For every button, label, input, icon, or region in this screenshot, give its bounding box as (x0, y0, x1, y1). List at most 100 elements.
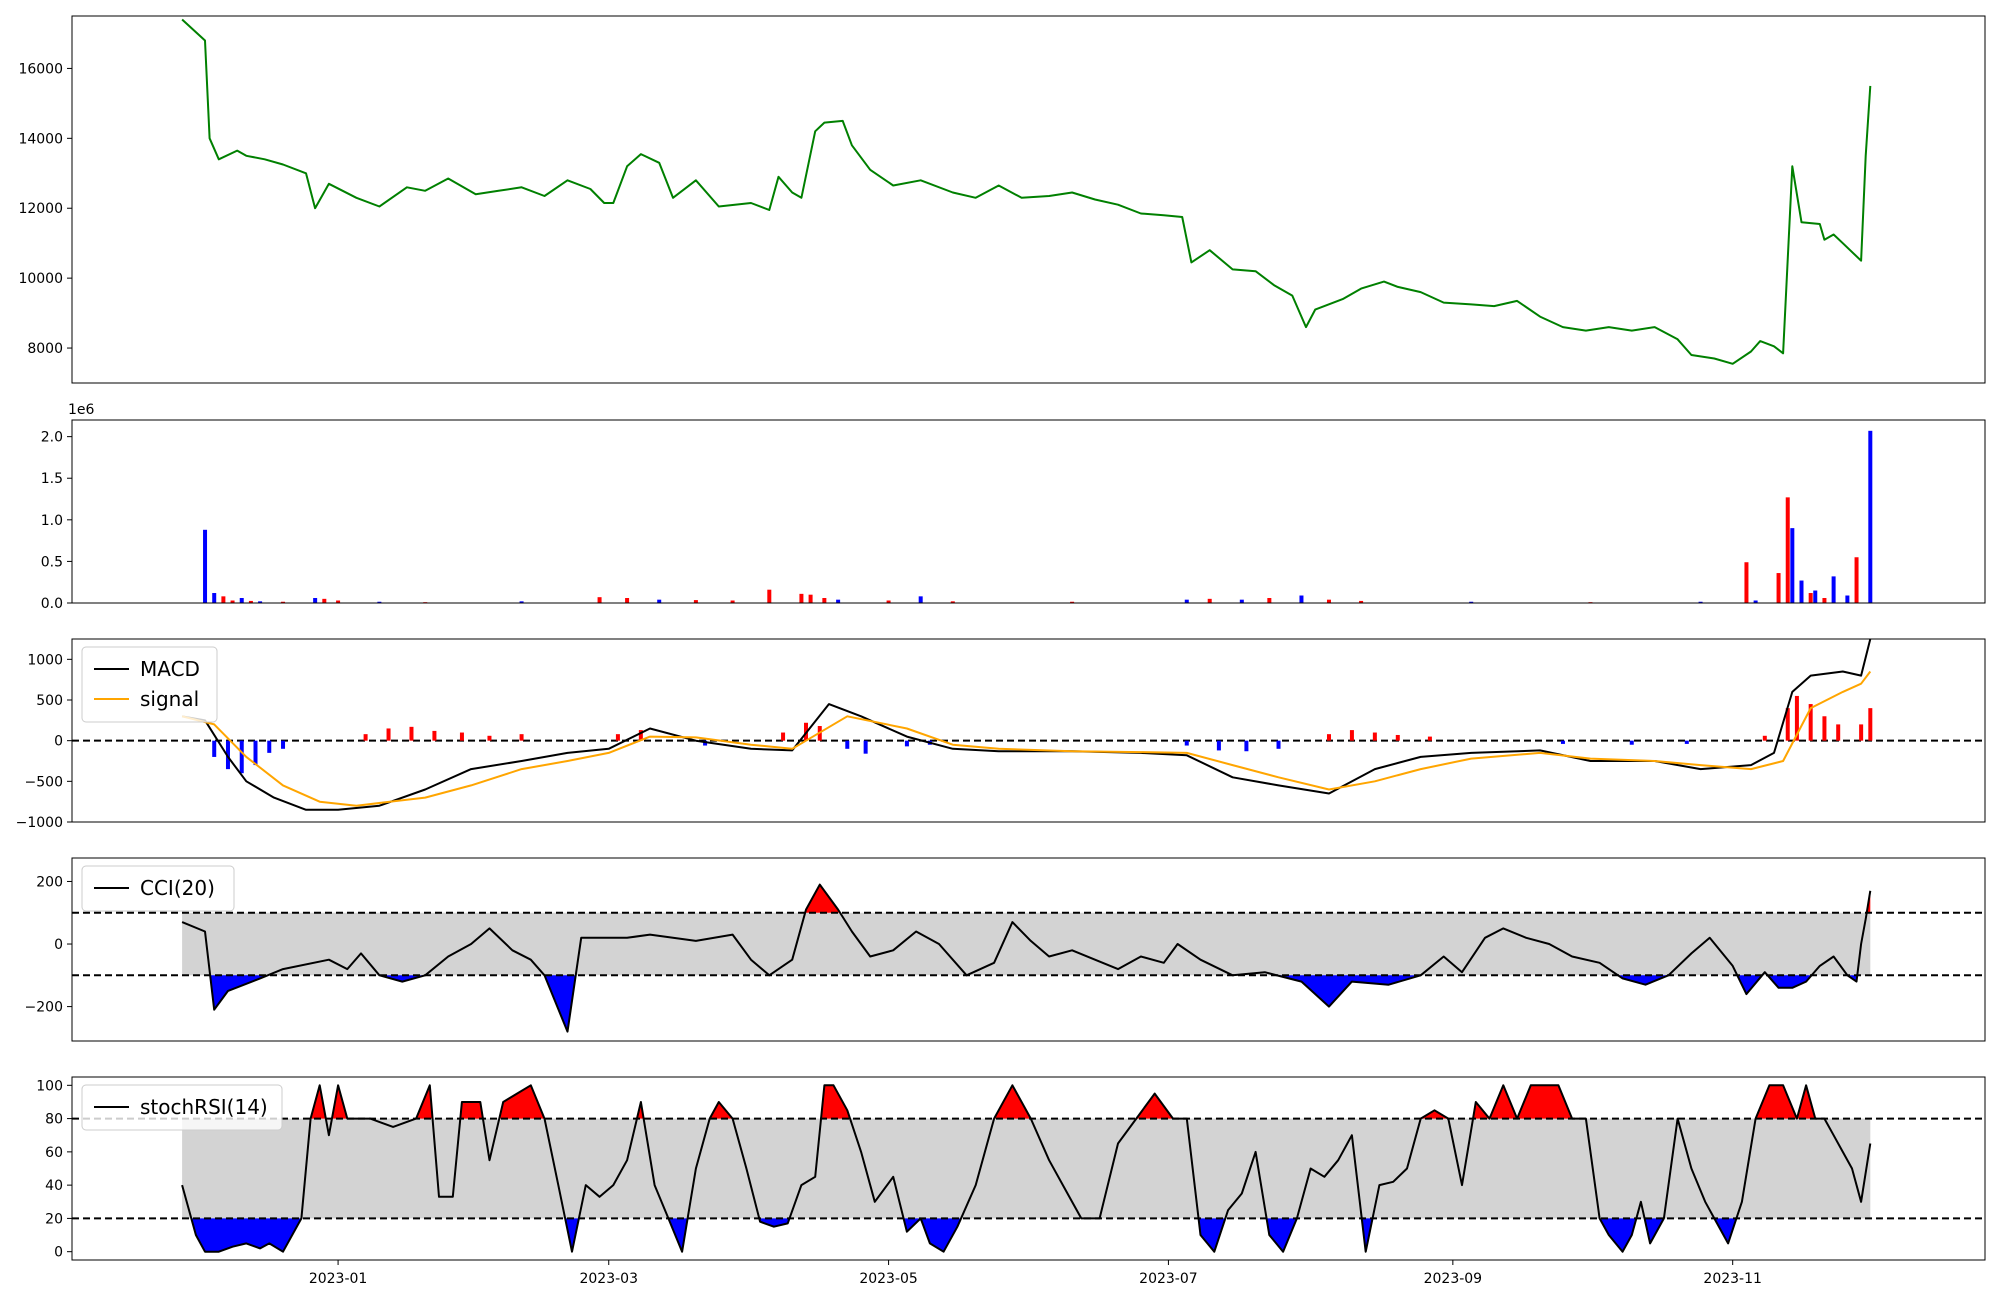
series-line-macd (181, 638, 1872, 811)
legend-label: signal (140, 687, 199, 711)
y-tick-label: 12000 (18, 201, 63, 217)
oversold-fill (210, 975, 1858, 1032)
y-tick-label: 0 (54, 1245, 63, 1261)
stochrsi-panel: 0 20 40 60 80 100 stochRSI(14) 2023-01 2023-03 20… (36, 1076, 1986, 1287)
legend: stochRSI(14) (81, 1084, 283, 1131)
histogram-bar (1244, 740, 1249, 752)
volume-bar (322, 598, 327, 603)
y-tick-label: −500 (25, 774, 63, 790)
y-tick-label: 0.5 (41, 554, 63, 570)
histogram-bar (267, 740, 272, 753)
histogram-bar (1794, 695, 1799, 741)
y-tick-label: 60 (45, 1145, 63, 1161)
y-tick-label: 10000 (18, 271, 63, 287)
histogram-bar (1427, 736, 1432, 741)
volume-bar (1469, 601, 1474, 603)
volume-bar (1822, 598, 1827, 603)
histogram-bar (1326, 734, 1331, 741)
volume-bar (886, 600, 891, 603)
y-tick-label: 1.0 (41, 513, 63, 529)
volume-bar (1831, 576, 1836, 603)
series-line-stochrsi-14- (181, 1084, 1872, 1253)
volume-bar (597, 597, 602, 603)
y-tick-label: 8000 (27, 341, 63, 357)
histogram-bar (487, 735, 492, 741)
volume-bar (281, 601, 286, 603)
histogram-bar (253, 740, 258, 766)
volume-bar (1776, 573, 1781, 603)
histogram-bar (225, 740, 230, 770)
legend-label: stochRSI(14) (140, 1095, 268, 1119)
volume-bar (230, 600, 235, 603)
volume-bar (1854, 557, 1859, 603)
histogram-bar (1372, 732, 1377, 741)
histogram-bar (1808, 704, 1813, 741)
volume-bar (767, 589, 772, 603)
histogram-bar (1822, 716, 1827, 741)
legend-label: CCI(20) (140, 876, 215, 900)
volume-bar (1808, 593, 1813, 603)
volume-bar (1813, 590, 1818, 603)
y-tick-label: 200 (36, 874, 63, 890)
histogram-bar (1629, 740, 1634, 745)
histogram-bar (904, 740, 909, 747)
histogram-bar (212, 740, 217, 757)
y-tick-label: 1.5 (41, 471, 63, 487)
legend-box (81, 865, 235, 912)
y-tick-label: −1000 (16, 815, 63, 831)
volume-bar (693, 600, 698, 603)
overbought-fill (310, 1085, 1816, 1119)
volume-bar (950, 601, 955, 603)
volume-bar (1753, 600, 1758, 603)
panel-frame (71, 15, 1986, 384)
histogram-bar (781, 732, 786, 741)
histogram-bar (1836, 724, 1841, 741)
neutral-band (182, 912, 1871, 976)
volume-bar (212, 593, 217, 603)
x-tick-label: 2023-07 (1139, 1271, 1198, 1287)
x-tick-label: 2023-03 (579, 1271, 638, 1287)
legend: CCI(20) (81, 865, 235, 912)
histogram-bar (1560, 740, 1565, 744)
volume-bar (730, 600, 735, 603)
y-tick-label: 40 (45, 1178, 63, 1194)
volume-bar (1744, 562, 1749, 603)
histogram-bar (1349, 730, 1354, 741)
volume-bar (336, 600, 341, 603)
volume-bar (822, 598, 827, 603)
histogram-bar (638, 730, 643, 741)
y-tick-label: 80 (45, 1112, 63, 1128)
histogram-bar (281, 740, 286, 749)
volume-bar (808, 594, 813, 603)
volume-bar (625, 598, 630, 603)
panel-frame (71, 1076, 1986, 1261)
volume-bar (239, 598, 244, 603)
histogram-bar (1684, 740, 1689, 744)
volume-bar (836, 599, 841, 603)
series-line-cci-20- (181, 883, 1872, 1033)
volume-bar (377, 601, 382, 603)
histogram-bar (519, 734, 524, 741)
volume-bar (1184, 599, 1189, 603)
y-tick-label: 20 (45, 1211, 63, 1227)
volume-bar (1359, 600, 1364, 603)
volume-bar (657, 599, 662, 603)
neutral-band (182, 1118, 1871, 1219)
y-tick-label: 16000 (18, 61, 63, 77)
price-panel: 8000 10000 12000 14000 16000 (18, 15, 1986, 384)
y-tick-label: 100 (36, 1078, 63, 1094)
legend-label: MACD (140, 657, 200, 681)
histogram-bar (1868, 708, 1873, 741)
y-tick-label: 0 (54, 734, 63, 750)
histogram-bar (1762, 735, 1767, 741)
x-tick-label: 2023-11 (1703, 1271, 1762, 1287)
volume-bar (1845, 595, 1850, 603)
histogram-bar (363, 734, 368, 741)
volume-bar (1299, 595, 1304, 603)
y-tick-label: 2.0 (41, 430, 63, 446)
histogram-bar (432, 730, 437, 741)
panel-frame (71, 419, 1986, 604)
histogram-bar (863, 740, 868, 754)
volume-bar (248, 600, 253, 603)
